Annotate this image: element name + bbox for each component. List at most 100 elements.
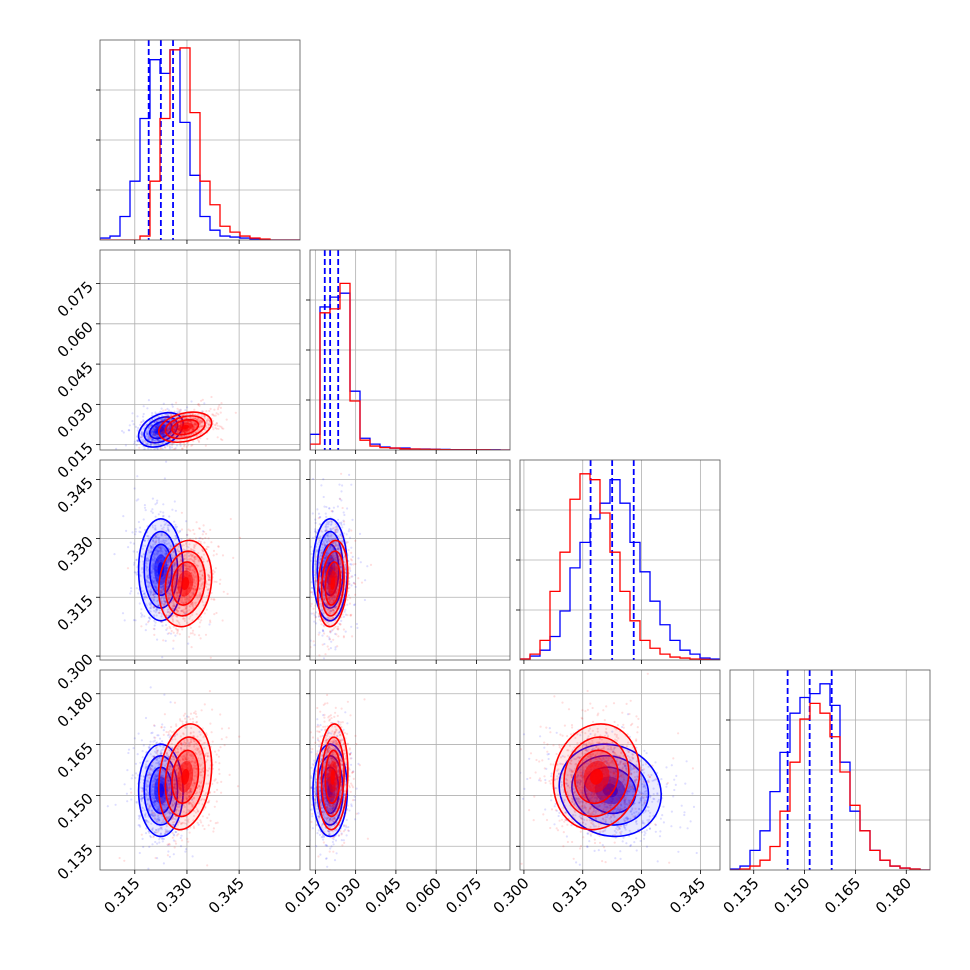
sample-point bbox=[314, 521, 317, 525]
sample-point bbox=[335, 544, 338, 547]
sample-point bbox=[314, 616, 317, 619]
sample-point bbox=[173, 555, 176, 558]
sample-point bbox=[201, 421, 204, 424]
sample-point bbox=[323, 505, 326, 508]
sample-point bbox=[195, 418, 198, 421]
sample-point bbox=[324, 570, 327, 573]
sample-point bbox=[195, 521, 198, 524]
sample-point bbox=[147, 429, 150, 432]
sample-point bbox=[189, 567, 192, 570]
sample-point bbox=[146, 585, 149, 588]
sample-point bbox=[162, 511, 165, 514]
sample-point bbox=[200, 425, 203, 428]
sample-point bbox=[332, 600, 335, 603]
sample-point bbox=[211, 413, 214, 416]
sample-point bbox=[166, 524, 169, 527]
sample-point bbox=[162, 585, 165, 588]
sample-point bbox=[189, 420, 192, 423]
sample-point bbox=[222, 427, 225, 430]
sample-point bbox=[178, 569, 182, 572]
sample-point bbox=[193, 585, 196, 588]
sample-point bbox=[167, 587, 170, 590]
sample-point bbox=[340, 546, 343, 549]
sample-point bbox=[199, 616, 202, 619]
sample-point bbox=[189, 557, 193, 560]
sample-point bbox=[208, 579, 211, 582]
sample-point bbox=[180, 565, 184, 568]
sample-point bbox=[345, 541, 348, 544]
sample-point bbox=[182, 601, 185, 604]
sample-point bbox=[184, 610, 187, 613]
sample-point bbox=[181, 414, 184, 417]
sample-point bbox=[208, 421, 211, 424]
sample-point bbox=[160, 546, 163, 549]
sample-point bbox=[329, 647, 332, 650]
sample-point bbox=[188, 567, 191, 570]
sample-point bbox=[158, 418, 161, 422]
sample-point bbox=[146, 581, 149, 584]
sample-point bbox=[121, 612, 125, 615]
sample-point bbox=[189, 412, 192, 415]
sample-point bbox=[325, 534, 328, 537]
sample-point bbox=[345, 533, 348, 536]
sample-point bbox=[171, 620, 175, 623]
sample-point bbox=[318, 516, 321, 519]
sample-point bbox=[147, 537, 150, 540]
sample-point bbox=[341, 484, 344, 487]
sample-point bbox=[183, 431, 186, 434]
sample-point bbox=[172, 600, 175, 603]
sample-point bbox=[134, 571, 137, 574]
sample-point bbox=[188, 433, 191, 436]
sample-point bbox=[151, 439, 154, 442]
sample-point bbox=[145, 550, 148, 553]
sample-point bbox=[152, 606, 155, 609]
sample-point bbox=[126, 567, 130, 570]
sample-point bbox=[216, 424, 219, 427]
sample-point bbox=[152, 439, 155, 442]
sample-point bbox=[330, 609, 333, 613]
sample-point bbox=[151, 566, 154, 569]
panel-frame bbox=[99, 249, 301, 451]
sample-point bbox=[315, 572, 318, 575]
sample-point bbox=[167, 542, 170, 545]
sample-point bbox=[173, 604, 176, 607]
sample-point bbox=[213, 424, 216, 427]
sample-point bbox=[167, 576, 170, 579]
sample-point bbox=[178, 568, 181, 571]
sample-point bbox=[317, 561, 320, 565]
sample-point bbox=[150, 592, 153, 595]
sample-point bbox=[163, 605, 166, 608]
sample-point bbox=[194, 422, 197, 425]
sample-point bbox=[331, 597, 334, 600]
sample-point bbox=[151, 580, 154, 583]
sample-point bbox=[182, 602, 185, 605]
sample-point bbox=[183, 450, 185, 452]
sample-point bbox=[328, 546, 331, 549]
sample-point bbox=[179, 444, 182, 447]
sample-point bbox=[159, 591, 163, 594]
sample-point bbox=[169, 601, 172, 604]
sample-point bbox=[159, 421, 162, 424]
sample-point bbox=[202, 530, 205, 533]
sample-point bbox=[177, 597, 180, 600]
sample-point bbox=[181, 597, 184, 600]
sample-point bbox=[163, 417, 166, 420]
sample-point bbox=[335, 566, 338, 569]
sample-point bbox=[213, 570, 216, 574]
sample-point bbox=[189, 596, 192, 599]
sample-point bbox=[330, 606, 333, 609]
sample-point bbox=[168, 515, 171, 518]
sample-point bbox=[159, 428, 162, 431]
sample-point bbox=[146, 453, 148, 455]
sample-point bbox=[187, 546, 190, 549]
sample-point bbox=[139, 421, 143, 424]
sample-point bbox=[348, 583, 351, 586]
sample-point bbox=[187, 565, 190, 568]
sample-point bbox=[169, 433, 172, 436]
sample-point bbox=[318, 561, 321, 564]
sample-point bbox=[168, 592, 171, 595]
sample-point bbox=[354, 585, 357, 588]
sample-point bbox=[170, 615, 173, 618]
sample-point bbox=[148, 455, 150, 457]
